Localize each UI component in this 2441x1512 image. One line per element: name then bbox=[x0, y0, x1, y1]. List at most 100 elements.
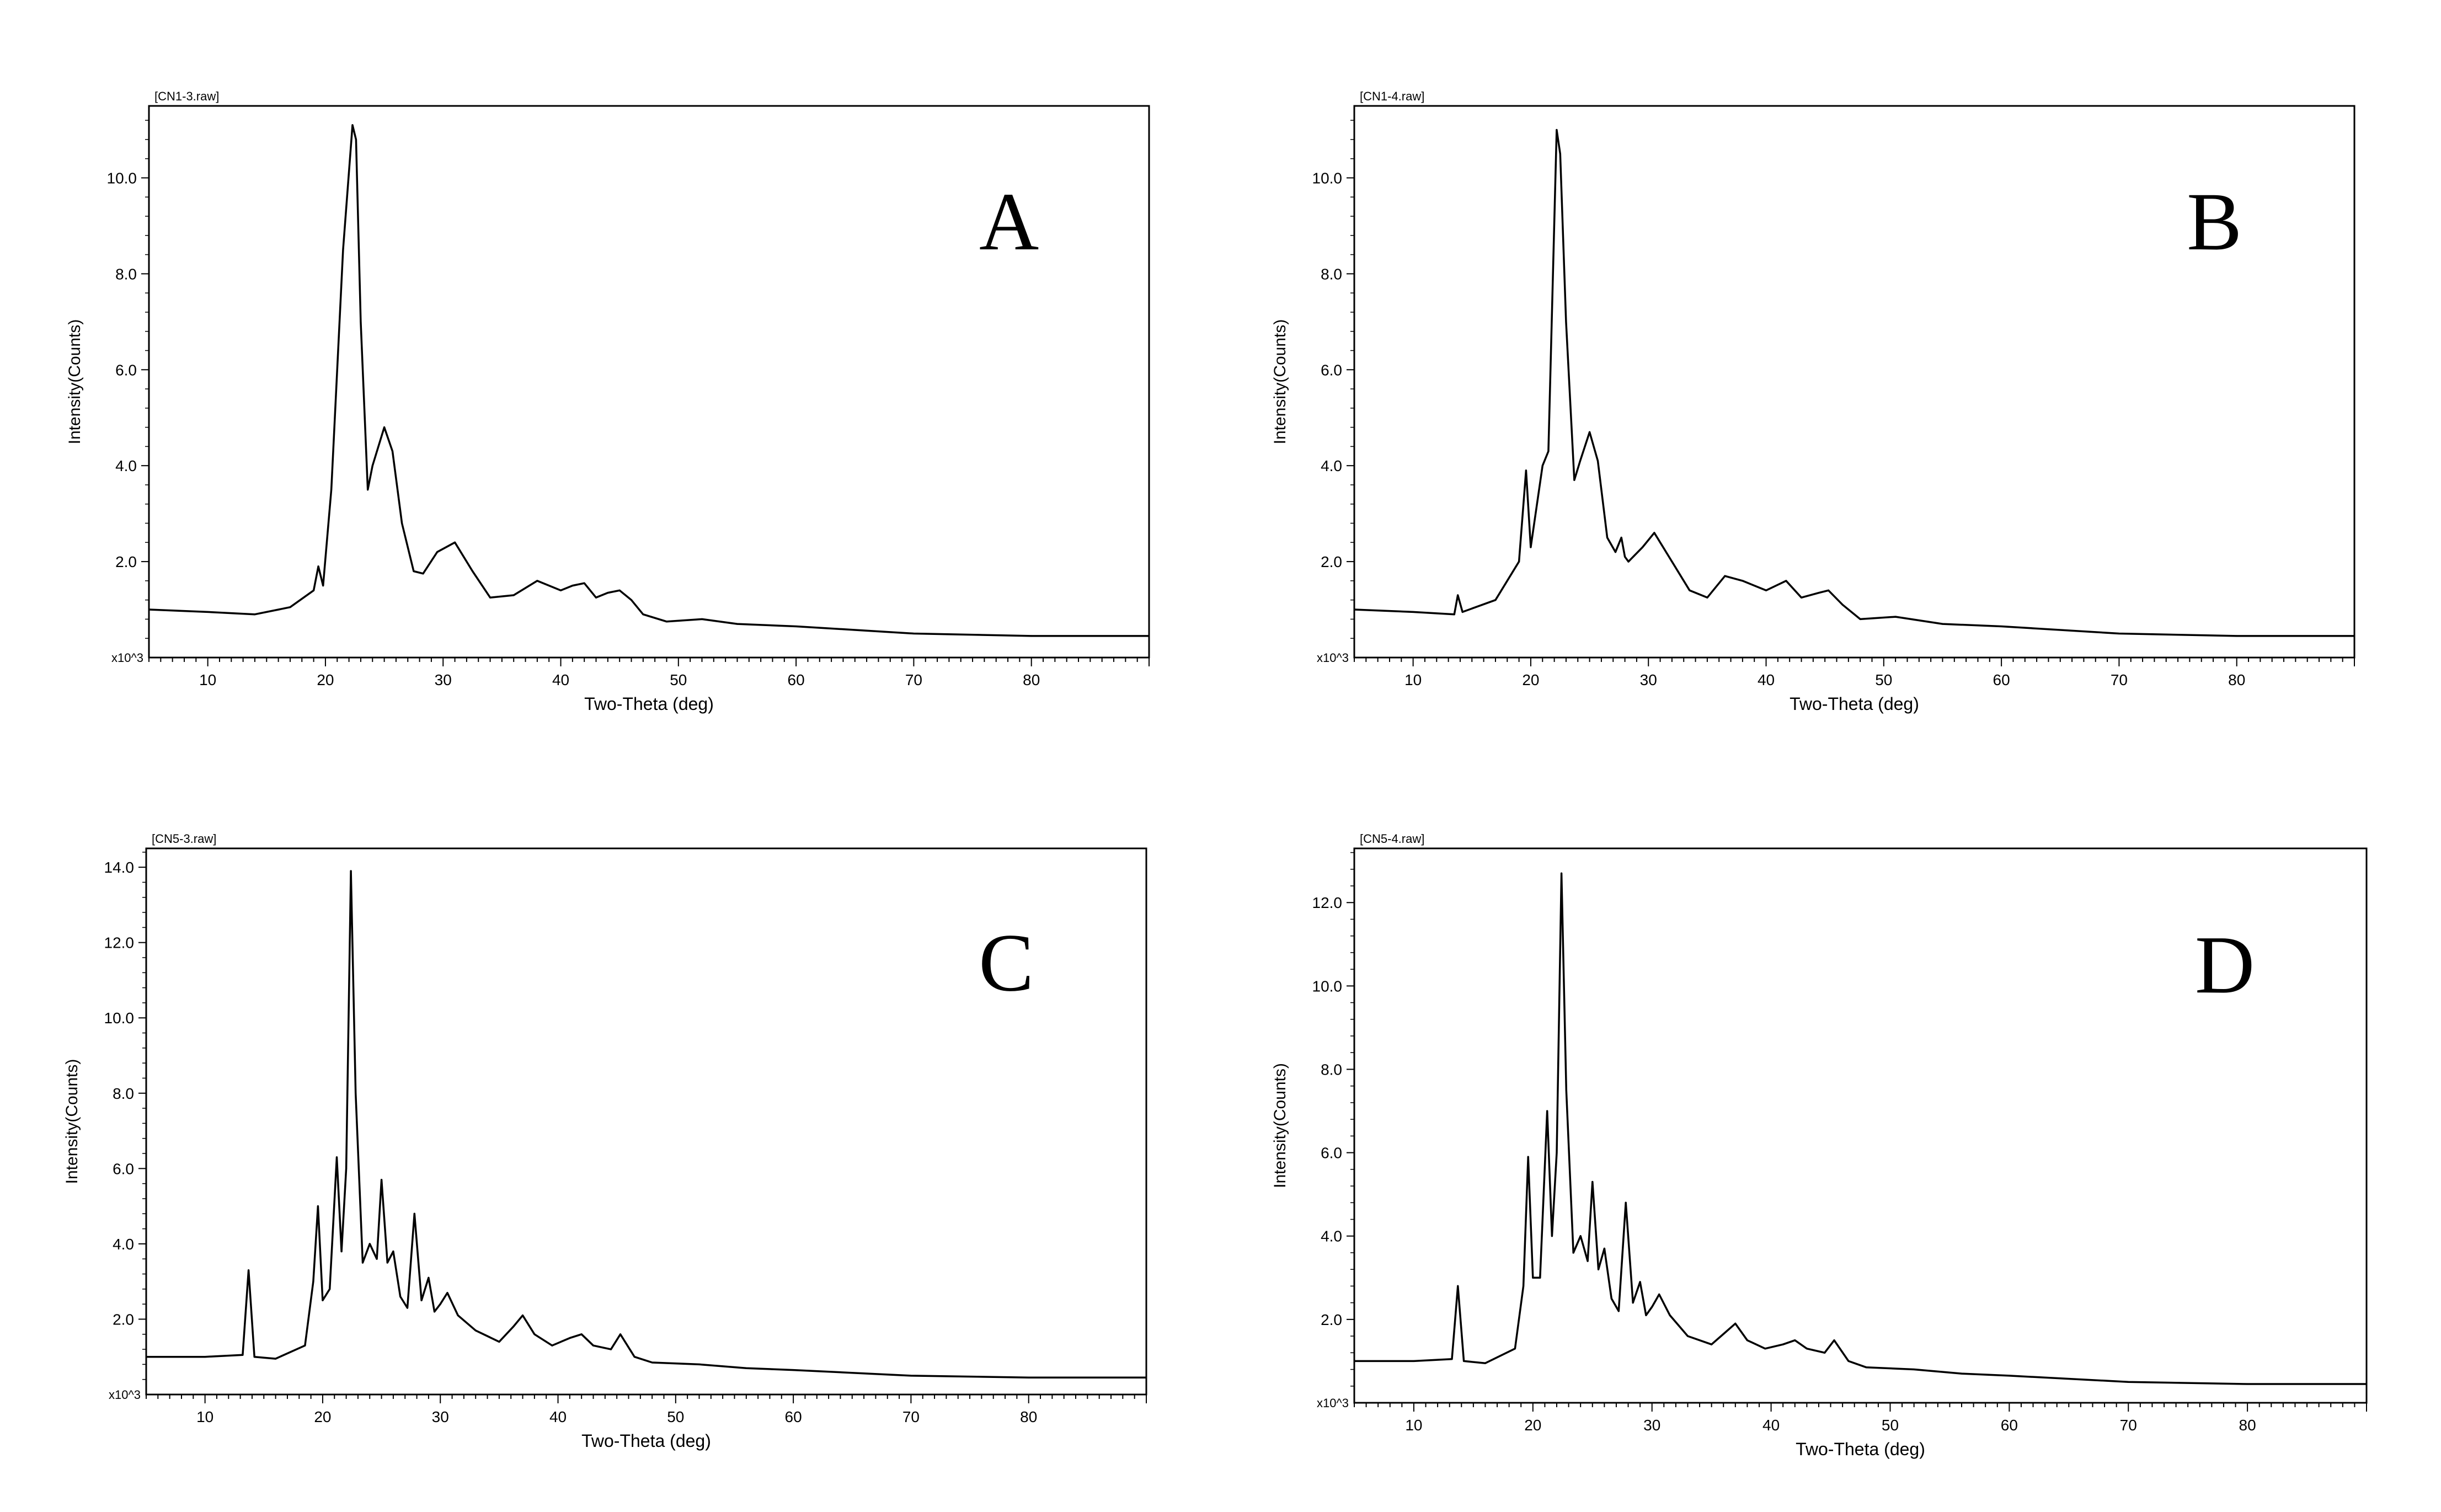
data-point bbox=[392, 450, 394, 452]
y-tick-label: 2.0 bbox=[113, 1311, 134, 1328]
x-tick-label: 30 bbox=[435, 671, 452, 688]
x-tick-label: 10 bbox=[196, 1408, 213, 1425]
data-point bbox=[1894, 616, 1897, 618]
x-tick-label: 20 bbox=[1522, 671, 1539, 688]
data-point bbox=[698, 1363, 700, 1365]
plot-frame bbox=[148, 105, 1150, 659]
x-tick-label: 10 bbox=[1405, 1417, 1422, 1434]
data-point bbox=[342, 249, 344, 251]
x-tick-label: 50 bbox=[670, 671, 687, 688]
data-point bbox=[1598, 1268, 1600, 1270]
data-point bbox=[1847, 1360, 1850, 1362]
data-point bbox=[1913, 1369, 1915, 1371]
x-axis-title: Two-Theta (deg) bbox=[1790, 694, 1919, 714]
x-tick-label: 60 bbox=[788, 671, 805, 688]
data-point bbox=[560, 589, 562, 591]
data-point bbox=[1653, 532, 1655, 534]
y-tick-label: 10.0 bbox=[107, 169, 137, 186]
y-tick-label: 2.0 bbox=[1321, 1311, 1342, 1328]
x-tick-label: 70 bbox=[2111, 671, 2128, 688]
x-tick-label: 80 bbox=[1020, 1408, 1037, 1425]
data-point bbox=[1527, 1156, 1529, 1158]
data-point bbox=[1725, 1331, 1727, 1333]
y-tick-label: 4.0 bbox=[115, 457, 137, 474]
data-point bbox=[360, 320, 362, 323]
data-point bbox=[413, 570, 415, 572]
data-point bbox=[317, 565, 319, 568]
data-point bbox=[551, 1344, 553, 1347]
x-tick-label: 50 bbox=[1882, 1417, 1899, 1434]
data-point bbox=[1824, 1351, 1826, 1354]
data-point bbox=[1530, 546, 1532, 548]
data-point bbox=[1494, 599, 1497, 601]
data-point bbox=[350, 870, 352, 872]
x-tick-label: 60 bbox=[785, 1408, 802, 1425]
data-point bbox=[1941, 623, 1943, 625]
data-point bbox=[401, 522, 403, 525]
y-axis-title: Intensity(Counts) bbox=[1271, 319, 1289, 445]
data-point bbox=[1734, 1322, 1737, 1324]
data-point bbox=[434, 1311, 436, 1313]
data-point bbox=[642, 613, 644, 616]
data-point bbox=[1556, 1152, 1558, 1154]
data-point bbox=[1818, 592, 1820, 594]
data-point bbox=[792, 1369, 794, 1371]
data-point bbox=[1514, 1348, 1516, 1350]
data-point bbox=[1711, 1343, 1713, 1345]
file-label: [CN1-3.raw] bbox=[154, 89, 219, 103]
y-tick-label: 4.0 bbox=[113, 1236, 134, 1253]
data-point bbox=[489, 596, 492, 599]
data-point bbox=[631, 599, 633, 601]
data-point bbox=[1603, 1247, 1605, 1249]
y-tick-label: 6.0 bbox=[115, 361, 137, 378]
data-point bbox=[1572, 1252, 1574, 1254]
file-label: [CN1-4.raw] bbox=[1360, 89, 1424, 103]
data-point bbox=[439, 1303, 441, 1305]
y-tick-label: 4.0 bbox=[1321, 1228, 1342, 1245]
data-point bbox=[148, 608, 150, 611]
x-tick-label: 80 bbox=[2239, 1417, 2256, 1434]
panel-d: [CN5-4.raw] 10 20 30 40 50 60 70 80 2.0 4.0 6.0 8.0 1… bbox=[1221, 752, 2441, 1512]
data-point bbox=[413, 1212, 415, 1215]
data-point bbox=[399, 1295, 402, 1297]
data-point bbox=[304, 1344, 306, 1347]
xrd-series-line bbox=[148, 124, 1149, 637]
data-point bbox=[1453, 613, 1455, 616]
data-point bbox=[472, 570, 474, 572]
data-point bbox=[254, 613, 256, 616]
x-tick-label: 10 bbox=[1404, 671, 1422, 688]
data-point bbox=[512, 1326, 514, 1328]
data-point bbox=[1841, 603, 1844, 606]
data-point bbox=[536, 580, 538, 582]
panel-letter: B bbox=[2187, 176, 2242, 268]
data-point bbox=[610, 1348, 612, 1350]
data-point bbox=[498, 1340, 500, 1343]
data-point bbox=[1742, 580, 1744, 582]
data-point bbox=[1658, 1294, 1660, 1296]
data-point bbox=[665, 621, 667, 623]
panel-b: [CN1-4.raw] 10 20 30 40 50 60 70 80 2.0 4.0 6.0 8.0 1… bbox=[1221, 0, 2441, 752]
x-axis-title: Two-Theta (deg) bbox=[1796, 1439, 1925, 1459]
file-label: [CN5-4.raw] bbox=[1360, 832, 1424, 846]
x-tick-label: 30 bbox=[1640, 671, 1657, 688]
data-point bbox=[1518, 560, 1520, 563]
data-point bbox=[2246, 1383, 2248, 1385]
x-tick-label: 70 bbox=[902, 1408, 920, 1425]
x-tick-label: 40 bbox=[552, 671, 569, 688]
data-point bbox=[383, 426, 386, 429]
data-point bbox=[368, 1243, 371, 1245]
panel-letter: A bbox=[979, 176, 1039, 268]
data-point bbox=[1573, 479, 1575, 481]
data-point bbox=[1463, 1360, 1465, 1362]
x-tick-label: 50 bbox=[667, 1408, 684, 1425]
data-point bbox=[1565, 320, 1567, 323]
panel-letter: C bbox=[979, 917, 1034, 1008]
chart-svg: [CN1-4.raw] 10 20 30 40 50 60 70 80 2.0 4.0 6.0 8.0 1… bbox=[1271, 89, 2355, 714]
data-point bbox=[1610, 1297, 1612, 1300]
x-tick-label: 80 bbox=[2228, 671, 2245, 688]
data-point bbox=[1145, 1376, 1147, 1379]
data-point bbox=[1828, 589, 1830, 591]
data-point bbox=[204, 1356, 206, 1358]
data-point bbox=[474, 1329, 477, 1332]
